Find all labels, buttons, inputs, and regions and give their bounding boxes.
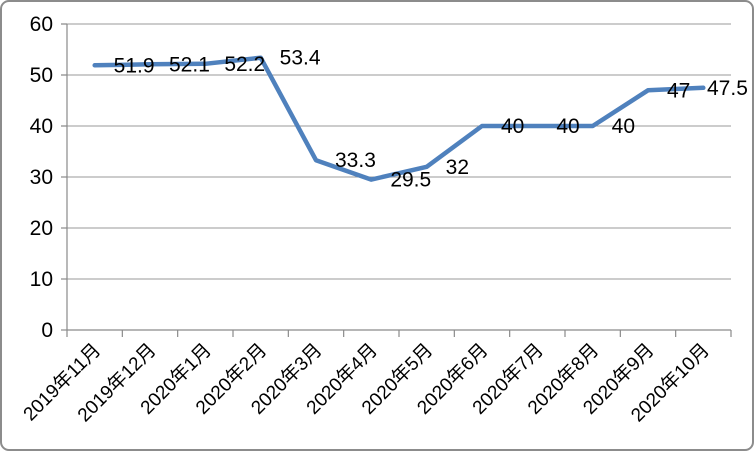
y-gridlines	[67, 23, 731, 280]
data-label: 32	[446, 156, 469, 179]
y-tick-label: 40	[30, 115, 53, 138]
data-label: 52.1	[169, 53, 210, 76]
y-tick-label: 20	[30, 217, 53, 240]
x-tick-labels: 2019年11月2019年12月2020年1月2020年2月2020年3月202…	[19, 339, 714, 426]
y-tick-labels: 0 10 20 30 40 50 60	[30, 13, 53, 342]
series-line	[92, 55, 706, 182]
y-tick-label: 30	[30, 166, 53, 189]
data-label: 47.5	[707, 77, 748, 100]
data-labels: 51.9 52.1 52.2 53.4 33.3 29.5 32 40 40 40 47 47.5	[114, 47, 748, 192]
y-tick-label: 0	[41, 319, 53, 342]
axis-ticks	[61, 23, 732, 337]
data-label: 52.2	[224, 53, 265, 76]
y-tick-label: 10	[30, 268, 53, 291]
data-label: 40	[612, 115, 635, 138]
data-label: 53.4	[280, 47, 321, 70]
data-label: 33.3	[335, 149, 376, 172]
y-tick-label: 60	[30, 13, 53, 36]
data-label: 51.9	[114, 54, 155, 77]
data-label: 40	[556, 115, 579, 138]
data-label: 29.5	[390, 169, 431, 192]
y-tick-label: 50	[30, 64, 53, 87]
data-label: 47	[667, 79, 690, 102]
data-label: 40	[501, 115, 524, 138]
axes	[66, 24, 731, 331]
